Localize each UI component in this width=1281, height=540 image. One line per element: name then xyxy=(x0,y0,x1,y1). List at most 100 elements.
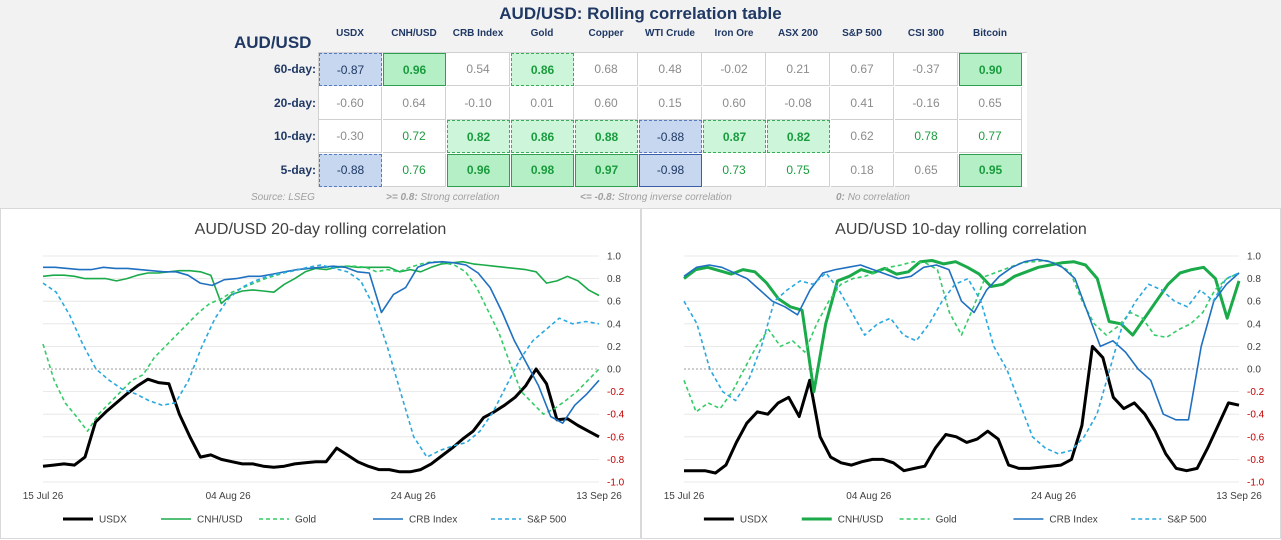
y-tick-label: -0.8 xyxy=(607,455,625,466)
table-cell: -0.98 xyxy=(639,153,702,187)
y-tick-label: -1.0 xyxy=(607,478,625,489)
column-header: CNH/USD xyxy=(391,28,437,39)
x-tick-label: 24 Aug 26 xyxy=(391,491,436,502)
y-tick-label: 0.6 xyxy=(607,297,621,308)
table-cell: 0.82 xyxy=(767,120,830,153)
table-cell: 0.90 xyxy=(959,53,1022,86)
table-grid: -0.87 0.96 0.54 0.86 0.68 0.48 -0.02 0.21 0.67 -0… xyxy=(318,52,1027,187)
row-header: 60-day: xyxy=(273,62,316,76)
table-cell: 0.21 xyxy=(767,53,830,86)
x-tick-label: 04 Aug 26 xyxy=(206,491,251,502)
table-corner-label: AUD/USD xyxy=(234,33,312,52)
chart-10day: 1.0 0.8 0.6 0.4 0.2 0.0 -0.2 -0.4 -0.6 -0.8 -1.0 15… xyxy=(664,252,1265,526)
y-tick-label: 1.0 xyxy=(607,252,621,263)
column-header: CRB Index xyxy=(452,28,504,39)
table-cell: 0.41 xyxy=(831,86,894,120)
series-line-usdx xyxy=(42,367,600,474)
table-cell: -0.02 xyxy=(703,53,766,86)
table-cell: 0.76 xyxy=(383,153,446,187)
footnote-strong: >= 0.8: Strong correlation xyxy=(386,192,500,203)
table-cell: 0.60 xyxy=(703,86,766,120)
legend-label: S&P 500 xyxy=(1167,515,1207,526)
table-cell: -0.08 xyxy=(767,86,830,120)
legend-label: S&P 500 xyxy=(527,515,567,526)
legend-label: Gold xyxy=(936,515,957,526)
x-tick-label: 24 Aug 26 xyxy=(1031,491,1076,502)
table-cell: 0.98 xyxy=(511,153,574,187)
table-cell: 0.64 xyxy=(383,86,446,120)
row-header: 20-day: xyxy=(273,95,316,110)
x-tick-label: 04 Aug 26 xyxy=(846,491,891,502)
y-tick-label: -0.2 xyxy=(607,387,625,398)
column-header: S&P 500 xyxy=(842,28,882,39)
table-cell: 0.75 xyxy=(767,153,830,187)
footnote-inverse: <= -0.8: Strong inverse correlation xyxy=(580,192,732,203)
table-cell: -0.60 xyxy=(319,86,382,120)
table-title: AUD/USD: Rolling correlation table xyxy=(499,4,782,23)
x-tick-label: 15 Jul 26 xyxy=(23,491,64,502)
table-cell: 0.97 xyxy=(575,153,638,187)
column-header: CSI 300 xyxy=(907,28,945,39)
table-cell: 0.72 xyxy=(383,120,446,153)
column-header: ASX 200 xyxy=(777,28,819,39)
table-cell: 0.01 xyxy=(511,86,574,120)
column-header: Iron Ore xyxy=(714,28,754,39)
series-line-crb-index xyxy=(43,260,600,424)
table-cell: 0.15 xyxy=(639,86,702,120)
series-line-s-p-500 xyxy=(42,264,600,458)
y-tick-label: 0.8 xyxy=(1247,274,1261,285)
table-cell: 0.65 xyxy=(959,86,1022,120)
table-cell: 0.86 xyxy=(511,53,574,86)
table-cell: 0.82 xyxy=(447,120,510,153)
series-line-gold xyxy=(683,259,1240,413)
table-cell: 0.78 xyxy=(895,120,958,153)
table-cell: 0.18 xyxy=(831,153,894,187)
chart-title: AUD/USD 20-day rolling correlation xyxy=(194,221,447,238)
table-cell: 0.62 xyxy=(831,120,894,153)
series-line-cnh-usd xyxy=(42,260,600,305)
y-tick-label: 0.8 xyxy=(607,274,621,285)
series-line-usdx xyxy=(684,344,1240,475)
row-header: 5-day: xyxy=(280,162,316,177)
table-cell: -0.87 xyxy=(319,53,382,86)
chart-title: AUD/USD 10-day rolling correlation xyxy=(835,221,1087,238)
table-cell: 0.67 xyxy=(831,53,894,86)
table-cell: -0.88 xyxy=(319,153,382,187)
y-tick-label: 0.6 xyxy=(1247,297,1261,308)
table-cell: -0.88 xyxy=(639,120,702,153)
y-tick-label: -1.0 xyxy=(1247,478,1265,489)
chart-20day: 1.0 0.8 0.6 0.4 0.2 0.0 -0.2 -0.4 -0.6 -0.8 -1.0 15… xyxy=(23,252,625,526)
y-tick-label: 0.2 xyxy=(607,342,621,353)
table-cell: 0.96 xyxy=(447,153,510,187)
chart-10day-panel: AUD/USD 10-day rolling correlation 1.0 0.… xyxy=(641,208,1281,539)
footnote-source: Source: LSEG xyxy=(251,192,315,203)
x-tick-label: 13 Sep 26 xyxy=(1216,491,1262,502)
legend-label: CNH/USD xyxy=(838,515,884,526)
table-cell: -0.37 xyxy=(895,53,958,86)
legend-label: USDX xyxy=(740,515,768,526)
correlation-table-panel: AUD/USD: Rolling correlation table AUD/U… xyxy=(0,0,1281,208)
series-line-s-p-500 xyxy=(683,272,1240,455)
table-cell: 0.65 xyxy=(895,153,958,187)
table-cell: -0.30 xyxy=(319,120,382,153)
table-cell: 0.77 xyxy=(959,120,1022,153)
y-tick-label: -0.4 xyxy=(1247,410,1265,421)
y-tick-label: 0.4 xyxy=(1247,319,1261,330)
table-cell: -0.10 xyxy=(447,86,510,120)
x-tick-label: 13 Sep 26 xyxy=(576,491,622,502)
x-tick-label: 15 Jul 26 xyxy=(664,491,705,502)
y-tick-label: -0.2 xyxy=(1247,387,1265,398)
legend-label: CRB Index xyxy=(409,515,457,526)
y-tick-label: 1.0 xyxy=(1247,252,1261,263)
y-tick-label: 0.0 xyxy=(607,365,621,376)
series-line-crb-index xyxy=(683,258,1240,421)
table-cell: 0.86 xyxy=(511,120,574,153)
y-tick-label: -0.6 xyxy=(607,432,625,443)
table-cell: 0.73 xyxy=(703,153,766,187)
table-cell: 0.87 xyxy=(703,120,766,153)
column-header: Gold xyxy=(530,28,554,39)
table-cell: 0.60 xyxy=(575,86,638,120)
row-header: 10-day: xyxy=(273,129,316,143)
y-tick-label: 0.4 xyxy=(607,319,621,330)
y-tick-label: 0.0 xyxy=(1247,365,1261,376)
